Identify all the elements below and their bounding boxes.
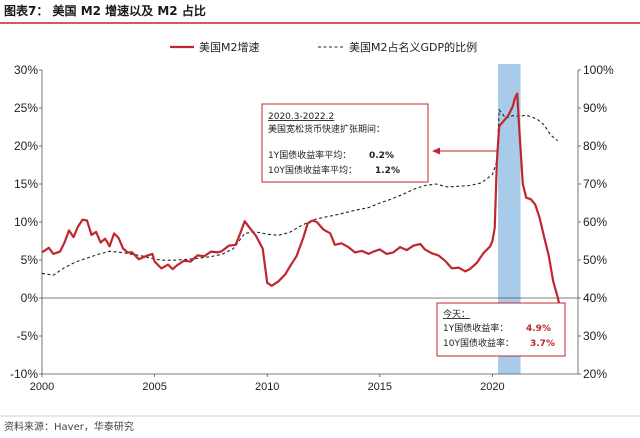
y-left-tick-label: 5% — [21, 253, 39, 267]
annotation-title: 2020.3-2022.2 — [268, 112, 334, 122]
y-left-tick-label: 30% — [14, 63, 38, 77]
y-right-tick-label: 90% — [583, 101, 607, 115]
annotation-easing-period: 2020.3-2022.2 美国宽松货币快速扩张期间： 1Y国债收益率平均： 0… — [261, 103, 429, 183]
y-right-tick-label: 80% — [583, 139, 607, 153]
x-tick-label: 2020 — [480, 381, 504, 393]
chart-title: 图表7： 美国 M2 增速以及 M2 占比 — [4, 3, 206, 18]
y-right-tick-label: 60% — [583, 215, 607, 229]
y-axis-left-ticks: 30% 25% 20% 15% 10% 5% 0% -5% -10% — [10, 63, 42, 381]
legend-label-m2-growth: 美国M2增速 — [199, 40, 260, 54]
y-left-tick-label: 25% — [14, 101, 38, 115]
series-line-m2-growth — [41, 92, 562, 309]
y-left-tick-label: 0% — [21, 291, 39, 305]
source-note: 资料来源：Haver，华泰研究 — [4, 420, 134, 433]
annotation-row-label: 1Y国债收益率： — [443, 322, 508, 334]
annotation-row-label: 1Y国债收益率平均： — [268, 149, 351, 161]
x-tick-label: 2015 — [368, 381, 392, 393]
x-tick-label: 2005 — [142, 381, 166, 393]
annotation-today: 今天： 1Y国债收益率： 4.9% 10Y国债收益率： 3.7% — [436, 302, 566, 357]
y-left-tick-label: 20% — [14, 139, 38, 153]
annotation-title: 今天： — [443, 308, 470, 320]
x-tick-label: 2010 — [255, 381, 279, 393]
y-right-tick-label: 100% — [583, 63, 614, 77]
y-right-tick-label: 30% — [583, 329, 607, 343]
annotation-subtitle: 美国宽松货币快速扩张期间： — [268, 123, 385, 135]
legend-label-m2-gdp-ratio: 美国M2占名义GDP的比例 — [349, 40, 477, 54]
annotation-row-value: 0.2% — [369, 151, 394, 161]
x-tick-label: 2000 — [30, 381, 54, 393]
annotation-row-label: 10Y国债收益率： — [443, 337, 514, 349]
annotation-row-value: 1.2% — [375, 166, 400, 176]
annotation-box — [436, 302, 566, 357]
x-axis-ticks: 2000 2005 2010 2015 2020 — [30, 374, 505, 393]
annotation-arrow — [432, 147, 497, 155]
annotation-box — [261, 103, 429, 183]
y-left-tick-label: -10% — [10, 367, 38, 381]
legend: 美国M2增速 美国M2占名义GDP的比例 — [170, 40, 477, 54]
series-line-m2-gdp-ratio — [41, 108, 559, 276]
y-right-tick-label: 40% — [583, 291, 607, 305]
y-left-tick-label: 10% — [14, 215, 38, 229]
annotation-row-value: 4.9% — [526, 324, 551, 334]
annotation-row-label: 10Y国债收益率平均： — [268, 164, 357, 176]
y-right-tick-label: 70% — [583, 177, 607, 191]
y-left-tick-label: 15% — [14, 177, 38, 191]
highlight-band — [498, 64, 521, 374]
y-left-tick-label: -5% — [17, 329, 39, 343]
y-axis-right-ticks: 100% 90% 80% 70% 60% 50% 40% 30% 20% — [578, 63, 614, 381]
y-right-tick-label: 50% — [583, 253, 607, 267]
annotation-row-value: 3.7% — [530, 339, 555, 349]
y-right-tick-label: 20% — [583, 367, 607, 381]
